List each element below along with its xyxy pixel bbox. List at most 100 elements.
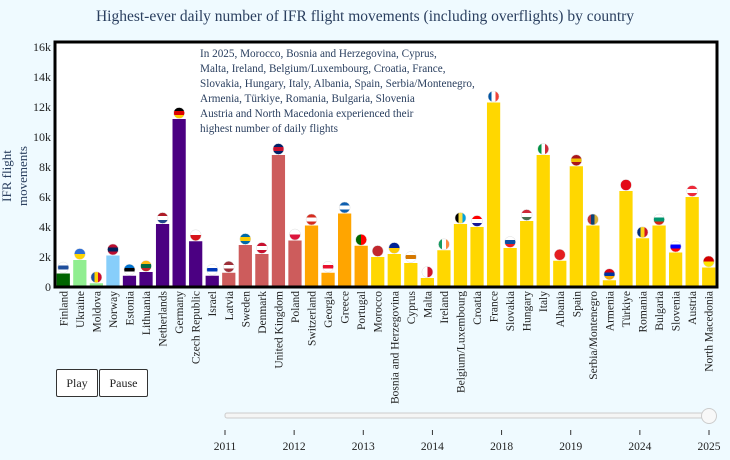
bar [255, 254, 269, 287]
flag-icon-denmark [256, 242, 268, 254]
flag-icon-france [487, 90, 500, 103]
play-button[interactable]: Play [56, 369, 98, 397]
bar [288, 240, 302, 287]
bar [189, 241, 203, 287]
bar [122, 275, 137, 287]
flag-icon-israel [206, 264, 218, 276]
flag-icon-germany [173, 107, 185, 119]
x-tick-label: Czech Republic [191, 291, 203, 364]
chart-title: Highest-ever daily number of IFR flight … [95, 8, 635, 25]
flag-icon-cyprus [405, 251, 417, 263]
y-tick-label: 4k [39, 220, 51, 234]
x-tick-label: Germany [174, 291, 186, 334]
x-tick-label: Türkiye [621, 291, 633, 327]
x-tick-label: Cyprus [406, 290, 418, 324]
flag-icon-georgia [322, 261, 334, 273]
bar [635, 238, 650, 287]
year-slider-track[interactable] [224, 412, 710, 419]
flag-icon-estonia [123, 264, 136, 276]
x-tick-label: Netherlands [158, 290, 170, 346]
x-tick-label: Georgia [323, 291, 335, 328]
annotation-line: Armenia, Türkiye, Romania, Bulgaria, Slo… [200, 93, 415, 105]
flag-icon-austria [686, 185, 698, 197]
bar [437, 250, 451, 287]
flag-icon-malta [421, 266, 434, 278]
flag-icon-hungary [520, 209, 533, 221]
bar [702, 267, 716, 287]
slider-year-label[interactable]: 2024 [628, 441, 651, 453]
flag-icon-belgium-luxembourg [454, 212, 467, 224]
x-tick-label: Estonia [124, 291, 136, 326]
y-tick-label: 10k [33, 130, 51, 144]
y-tick-label: 14k [33, 70, 51, 84]
slider-year-label[interactable]: 2013 [352, 441, 375, 453]
flag-icon-latvia [223, 261, 235, 273]
flag-icon-moldova [90, 271, 103, 283]
flag-icon-sweden [239, 233, 252, 245]
bar [371, 257, 385, 287]
slider-year-label[interactable]: 2014 [421, 441, 444, 453]
x-tick-label: Denmark [257, 291, 269, 334]
slider-year-label[interactable]: 2019 [559, 441, 582, 453]
bar [602, 280, 617, 287]
slider-year-label[interactable]: 2012 [283, 441, 306, 453]
bar [569, 166, 583, 287]
bar [354, 245, 368, 287]
x-tick-label: Croatia [472, 291, 484, 325]
flag-icon-finland [57, 261, 70, 274]
bar [586, 225, 600, 287]
slider-year-label[interactable]: 2011 [214, 441, 237, 453]
x-tick-label: Austria [687, 291, 699, 325]
x-tick-label: United Kingdom [273, 291, 285, 369]
flag-icon-lithuania [140, 260, 152, 272]
x-tick-label: Moldova [91, 291, 103, 333]
slider-year-label[interactable]: 2025 [698, 441, 721, 453]
year-slider-handle[interactable] [701, 408, 717, 424]
bar [222, 272, 236, 287]
flag-icon-morocco [371, 245, 384, 257]
bar [652, 225, 666, 287]
y-tick-label: 16k [33, 40, 51, 54]
slider-year-label[interactable]: 2018 [490, 441, 513, 453]
flag-icon-norway [107, 243, 119, 256]
x-tick-label: Norway [108, 291, 120, 328]
bar [486, 102, 501, 287]
x-tick-label: Slovakia [505, 291, 517, 331]
flag-icon-serbia-montenegro [587, 213, 599, 226]
flag-icon-portugal [355, 234, 367, 246]
flag-icon-romania [636, 226, 649, 238]
x-tick-label: Ireland [439, 291, 451, 324]
bar [453, 224, 468, 287]
flag-icon-italy [537, 143, 549, 155]
flag-icon-greece [338, 201, 351, 214]
flag-icon-albania [554, 249, 566, 261]
flag-icon-bosnia-and-herzegovina [388, 242, 401, 254]
bar [520, 221, 534, 287]
flag-icon-switzerland [305, 213, 318, 226]
annotation-line: Austria and North Macedonia experienced … [200, 108, 414, 120]
x-tick-label: Malta [422, 291, 434, 318]
bar [669, 252, 683, 287]
annotation-line: highest number of daily flights [200, 123, 338, 135]
bar [685, 197, 699, 287]
x-tick-label: Albania [555, 291, 567, 327]
flag-icon-north-macedonia [702, 255, 715, 268]
x-tick-label: Switzerland [307, 291, 319, 346]
flag-icon-bulgaria [653, 213, 665, 226]
x-tick-label: Belgium/Luxembourg [455, 291, 467, 393]
annotation: In 2025, Morocco, Bosnia and Herzegovina… [200, 47, 500, 137]
plot-border [53, 40, 719, 289]
x-tick-label: Israel [207, 291, 219, 317]
pause-button[interactable]: Pause [99, 369, 148, 397]
x-tick-label: Latvia [224, 291, 236, 320]
bar [238, 245, 252, 287]
x-tick-label: Finland [58, 291, 70, 326]
bar [420, 278, 434, 287]
x-tick-label: Ukraine [75, 291, 87, 328]
x-tick-label: Bulgaria [654, 291, 666, 331]
annotation-line: In 2025, Morocco, Bosnia and Herzegovina… [200, 48, 437, 60]
x-tick-label: Bosnia and Herzegovina [389, 291, 401, 404]
x-tick-label: North Macedonia [704, 291, 716, 372]
flag-icon-ireland [438, 238, 450, 250]
